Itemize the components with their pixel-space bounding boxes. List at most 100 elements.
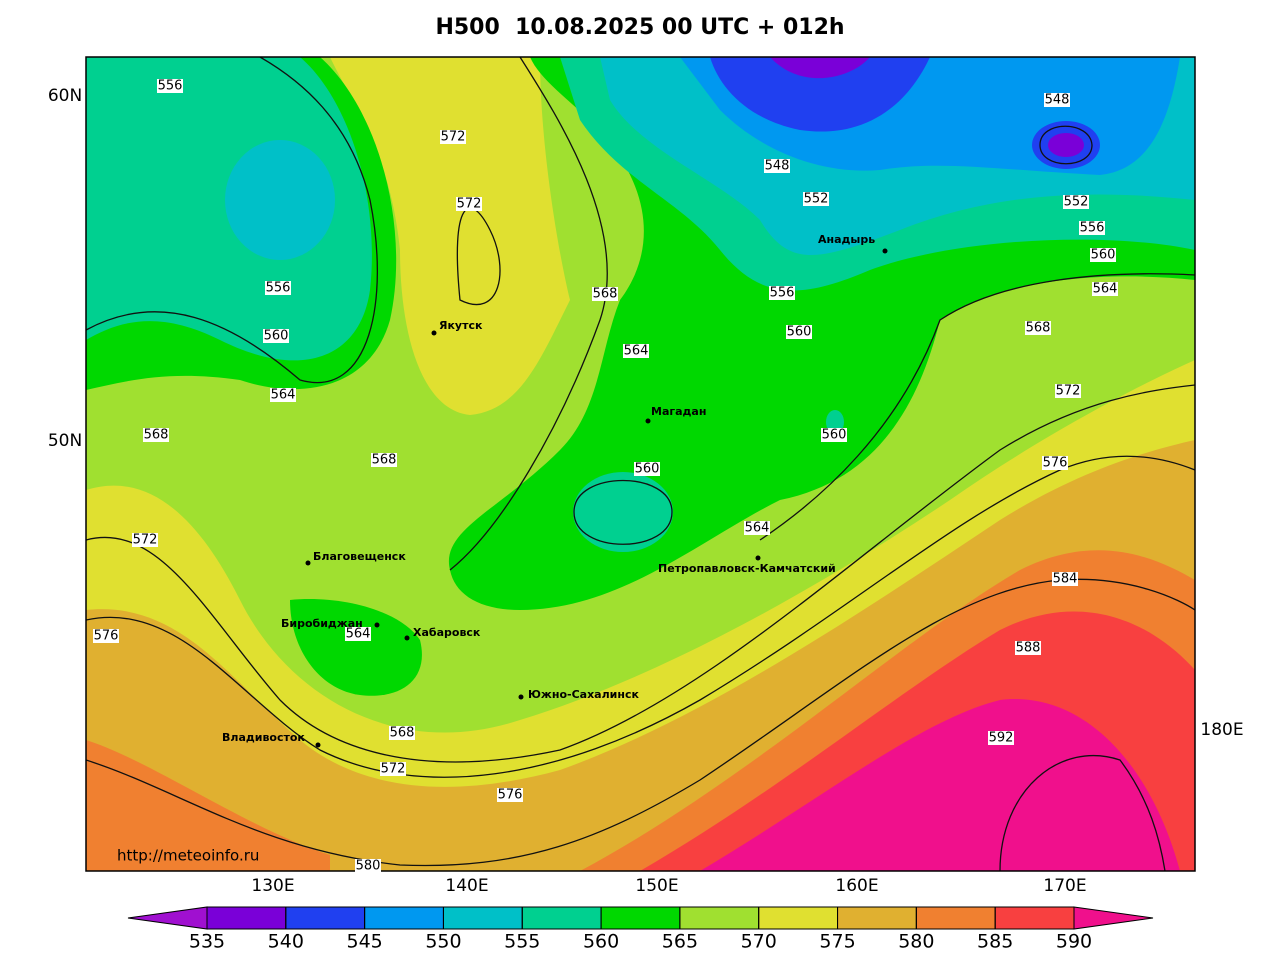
contour-label: 560 [822,428,847,443]
city-marker [431,330,437,336]
contour-label-box [803,192,829,206]
latitude-label: 50N [48,431,82,451]
colorbar-over [1073,906,1154,930]
contour-label-box [764,159,790,173]
city-label: Южно-Сахалинск [528,688,639,701]
contour-label: 572 [133,533,158,548]
colorbar-segment [600,906,681,930]
contour-label-box [143,428,169,442]
colorbar-segment [364,906,444,930]
contour-label-box [371,453,397,467]
contour-label: 560 [787,325,812,340]
colorbar-label: 545 [347,931,383,953]
contour-label: 548 [765,159,790,174]
contour-label-box [744,521,770,535]
contour-label-box [345,627,371,641]
city-marker [315,742,321,748]
contour-label: 564 [624,344,649,359]
map-title: H500 10.08.2025 00 UTC + 012h [435,15,844,40]
contour-label: 556 [266,281,291,296]
colorbar-label: 570 [741,931,777,953]
city-label: Хабаровск [413,626,481,639]
contour-label: 556 [770,286,795,301]
contour-label: 576 [94,629,119,644]
contour-label-box [1025,321,1051,335]
contour-label: 556 [1080,221,1105,236]
contour-label: 564 [271,388,296,403]
contour-label-box [355,859,381,873]
contour-label: 564 [1093,282,1118,297]
colorbar-segment [285,906,366,930]
city-marker [755,555,761,561]
city-label: Благовещенск [313,550,406,563]
contour-label: 568 [593,287,618,302]
contour-label-box [1063,195,1089,209]
contour-label: 564 [745,521,770,536]
city-label: Магадан [651,405,706,418]
contour-label-box [1079,221,1105,235]
city-label: Анадырь [818,233,875,246]
contour-label-box [132,533,158,547]
contour-label: 576 [1043,456,1068,471]
colorbar-segment [837,906,917,930]
longitude-label: 140E [445,876,488,896]
contour-label-box [389,726,415,740]
contour-label: 584 [1053,572,1078,587]
contour-label: 552 [1064,195,1089,210]
contour-label-box [988,731,1014,745]
colorbar-label: 540 [268,931,304,953]
city-marker [518,694,524,700]
contour-label: 568 [390,726,415,741]
contour-label-box [263,329,289,343]
colorbar-label: 580 [898,931,934,953]
contour-label-box [1015,641,1041,655]
colorbar-segment [679,906,760,930]
contour-label-box [497,788,523,802]
contour-label-box [592,287,618,301]
contour-label-box [1090,248,1116,262]
colorbar-label: 555 [504,931,540,953]
map-frame [85,56,1196,872]
colorbar-segment [758,906,839,930]
colorbar-under [127,906,208,930]
longitude-label: 160E [835,876,878,896]
longitude-label: 130E [251,876,294,896]
contour-label: 576 [498,788,523,803]
longitude-label: 170E [1043,876,1086,896]
contour-label: 548 [1045,93,1070,108]
contour-label-box [1092,282,1118,296]
colorbar-segment [442,906,523,930]
longitude-label: 180E [1200,720,1243,740]
map-fill [86,57,1195,871]
contour-label: 572 [1056,384,1081,399]
contour-label-box [440,130,466,144]
colorbar-label: 575 [819,931,855,953]
colorbar-segment [915,906,996,930]
contour-label: 560 [635,462,660,477]
city-label: Якутск [439,319,483,332]
contour-label: 560 [1091,248,1116,263]
contour-label-box [1052,572,1078,586]
city-label: Владивосток [222,731,305,744]
contour-label-box [265,281,291,295]
city-marker [374,622,380,628]
contour-label: 588 [1016,641,1041,656]
contour-label-box [157,79,183,93]
contour-label-box [821,428,847,442]
contour-label: 560 [264,329,289,344]
contour-label-box [456,197,482,211]
city-label: Петропавловск-Камчатский [658,562,836,575]
contour-label-box [634,462,660,476]
colorbar-label: 565 [662,931,698,953]
contour-label: 556 [158,79,183,94]
contour-label: 568 [144,428,169,443]
contour-label: 580 [356,859,381,874]
city-label: Биробиджан [281,617,363,630]
city-marker [645,418,651,424]
city-marker [882,248,888,254]
colorbar-label: 590 [1056,931,1092,953]
contour-label-box [1042,456,1068,470]
source-url[interactable]: http://meteoinfo.ru [117,847,259,865]
contour-label: 552 [804,192,829,207]
